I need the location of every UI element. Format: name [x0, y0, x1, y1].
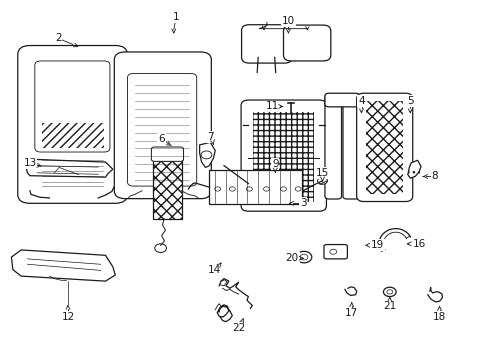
FancyBboxPatch shape: [356, 93, 412, 202]
Text: 10: 10: [281, 17, 294, 27]
Bar: [366, 101, 402, 194]
Circle shape: [329, 249, 336, 254]
Circle shape: [386, 290, 392, 294]
Text: 5: 5: [406, 96, 413, 106]
Text: 3: 3: [299, 198, 305, 208]
Text: 18: 18: [432, 312, 445, 322]
Text: 6: 6: [158, 134, 164, 144]
Polygon shape: [25, 159, 113, 177]
Circle shape: [295, 187, 301, 191]
Circle shape: [383, 287, 395, 297]
Circle shape: [214, 187, 220, 191]
FancyBboxPatch shape: [151, 147, 183, 161]
Circle shape: [280, 187, 286, 191]
Text: 4: 4: [358, 96, 364, 106]
Circle shape: [246, 187, 252, 191]
FancyBboxPatch shape: [18, 45, 127, 203]
Text: 11: 11: [265, 102, 279, 112]
Circle shape: [229, 187, 235, 191]
Circle shape: [155, 244, 166, 252]
Circle shape: [263, 187, 269, 191]
FancyBboxPatch shape: [325, 95, 341, 199]
Polygon shape: [11, 250, 115, 281]
FancyBboxPatch shape: [35, 61, 110, 152]
FancyBboxPatch shape: [324, 244, 346, 259]
Text: 9: 9: [271, 159, 278, 169]
FancyBboxPatch shape: [241, 100, 326, 211]
Text: 13: 13: [23, 158, 37, 168]
FancyBboxPatch shape: [241, 25, 292, 63]
Text: 15: 15: [315, 168, 328, 178]
Polygon shape: [199, 142, 215, 167]
Text: 12: 12: [61, 312, 75, 322]
Bar: [153, 158, 182, 219]
FancyBboxPatch shape: [342, 95, 359, 199]
Polygon shape: [407, 160, 420, 178]
FancyBboxPatch shape: [283, 25, 330, 61]
Circle shape: [300, 254, 307, 260]
Text: 2: 2: [55, 33, 61, 43]
Text: 20: 20: [285, 253, 298, 263]
Circle shape: [317, 177, 327, 184]
Text: 1: 1: [173, 12, 179, 22]
Bar: [209, 170, 302, 204]
Text: 22: 22: [231, 323, 245, 333]
Text: 8: 8: [430, 171, 437, 181]
FancyBboxPatch shape: [127, 73, 196, 186]
Bar: [253, 112, 314, 157]
FancyBboxPatch shape: [114, 52, 211, 199]
Circle shape: [296, 251, 311, 263]
Bar: [407, 168, 419, 176]
Text: 19: 19: [370, 240, 384, 250]
FancyBboxPatch shape: [325, 93, 359, 107]
Text: 14: 14: [207, 265, 221, 275]
Text: 17: 17: [345, 309, 358, 318]
Bar: [253, 157, 314, 202]
Text: 16: 16: [411, 239, 425, 249]
Circle shape: [201, 151, 211, 159]
Bar: [153, 158, 182, 219]
Text: 21: 21: [383, 301, 396, 311]
Text: 7: 7: [206, 132, 213, 142]
Bar: [41, 123, 103, 148]
